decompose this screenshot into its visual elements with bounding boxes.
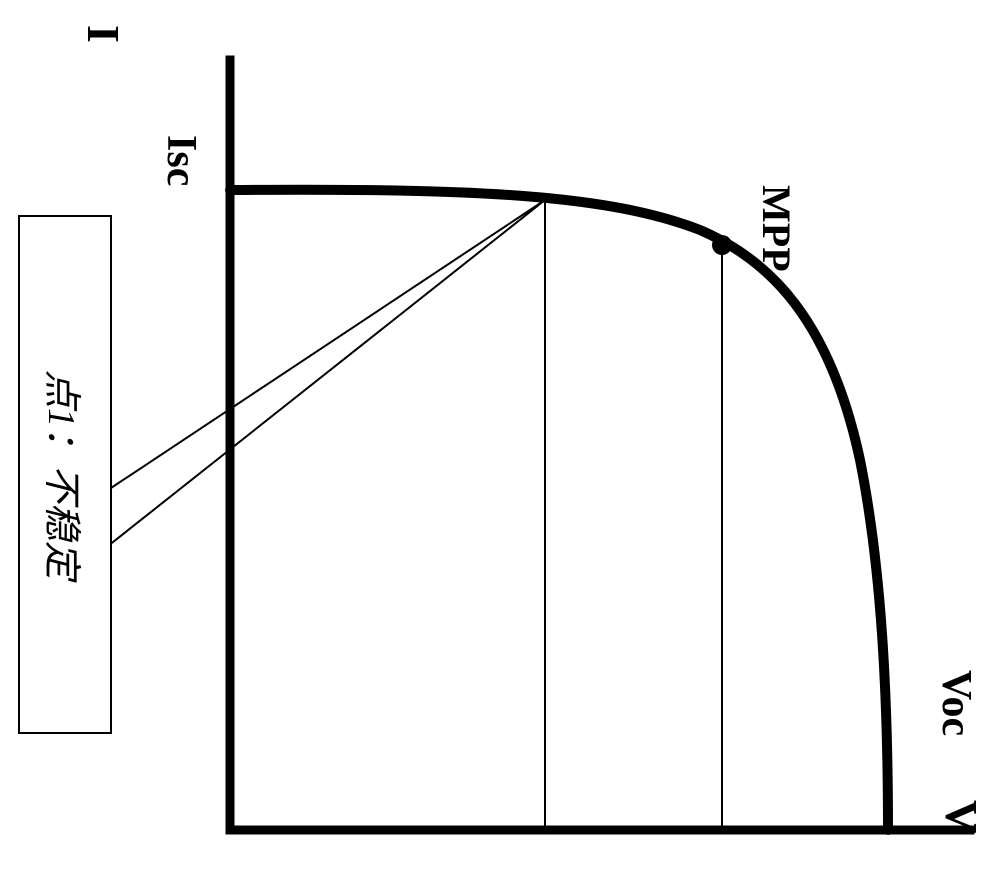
isc-label: Isc xyxy=(157,135,205,186)
y-axis-label-text: I xyxy=(78,25,129,43)
point1-callout xyxy=(108,200,545,546)
iv-curve-plot xyxy=(0,0,1000,882)
voc-label: Voc xyxy=(932,670,980,736)
x-axis-label: V xyxy=(935,800,988,833)
isc-label-text: Isc xyxy=(158,135,204,186)
y-axis-label: I xyxy=(77,25,130,43)
figure-container: I V Isc Voc MPP 点1：不稳定 xyxy=(0,0,1000,882)
mpp-point xyxy=(712,235,732,255)
point1-label-box: 点1：不稳定 xyxy=(18,215,112,734)
x-axis-label-text: V xyxy=(936,800,987,833)
voc-label-text: Voc xyxy=(933,670,979,736)
point1-label-text: 点1：不稳定 xyxy=(38,370,93,579)
iv-curve xyxy=(230,190,888,830)
mpp-label-text: MPP xyxy=(754,185,799,272)
mpp-label: MPP xyxy=(753,185,800,272)
